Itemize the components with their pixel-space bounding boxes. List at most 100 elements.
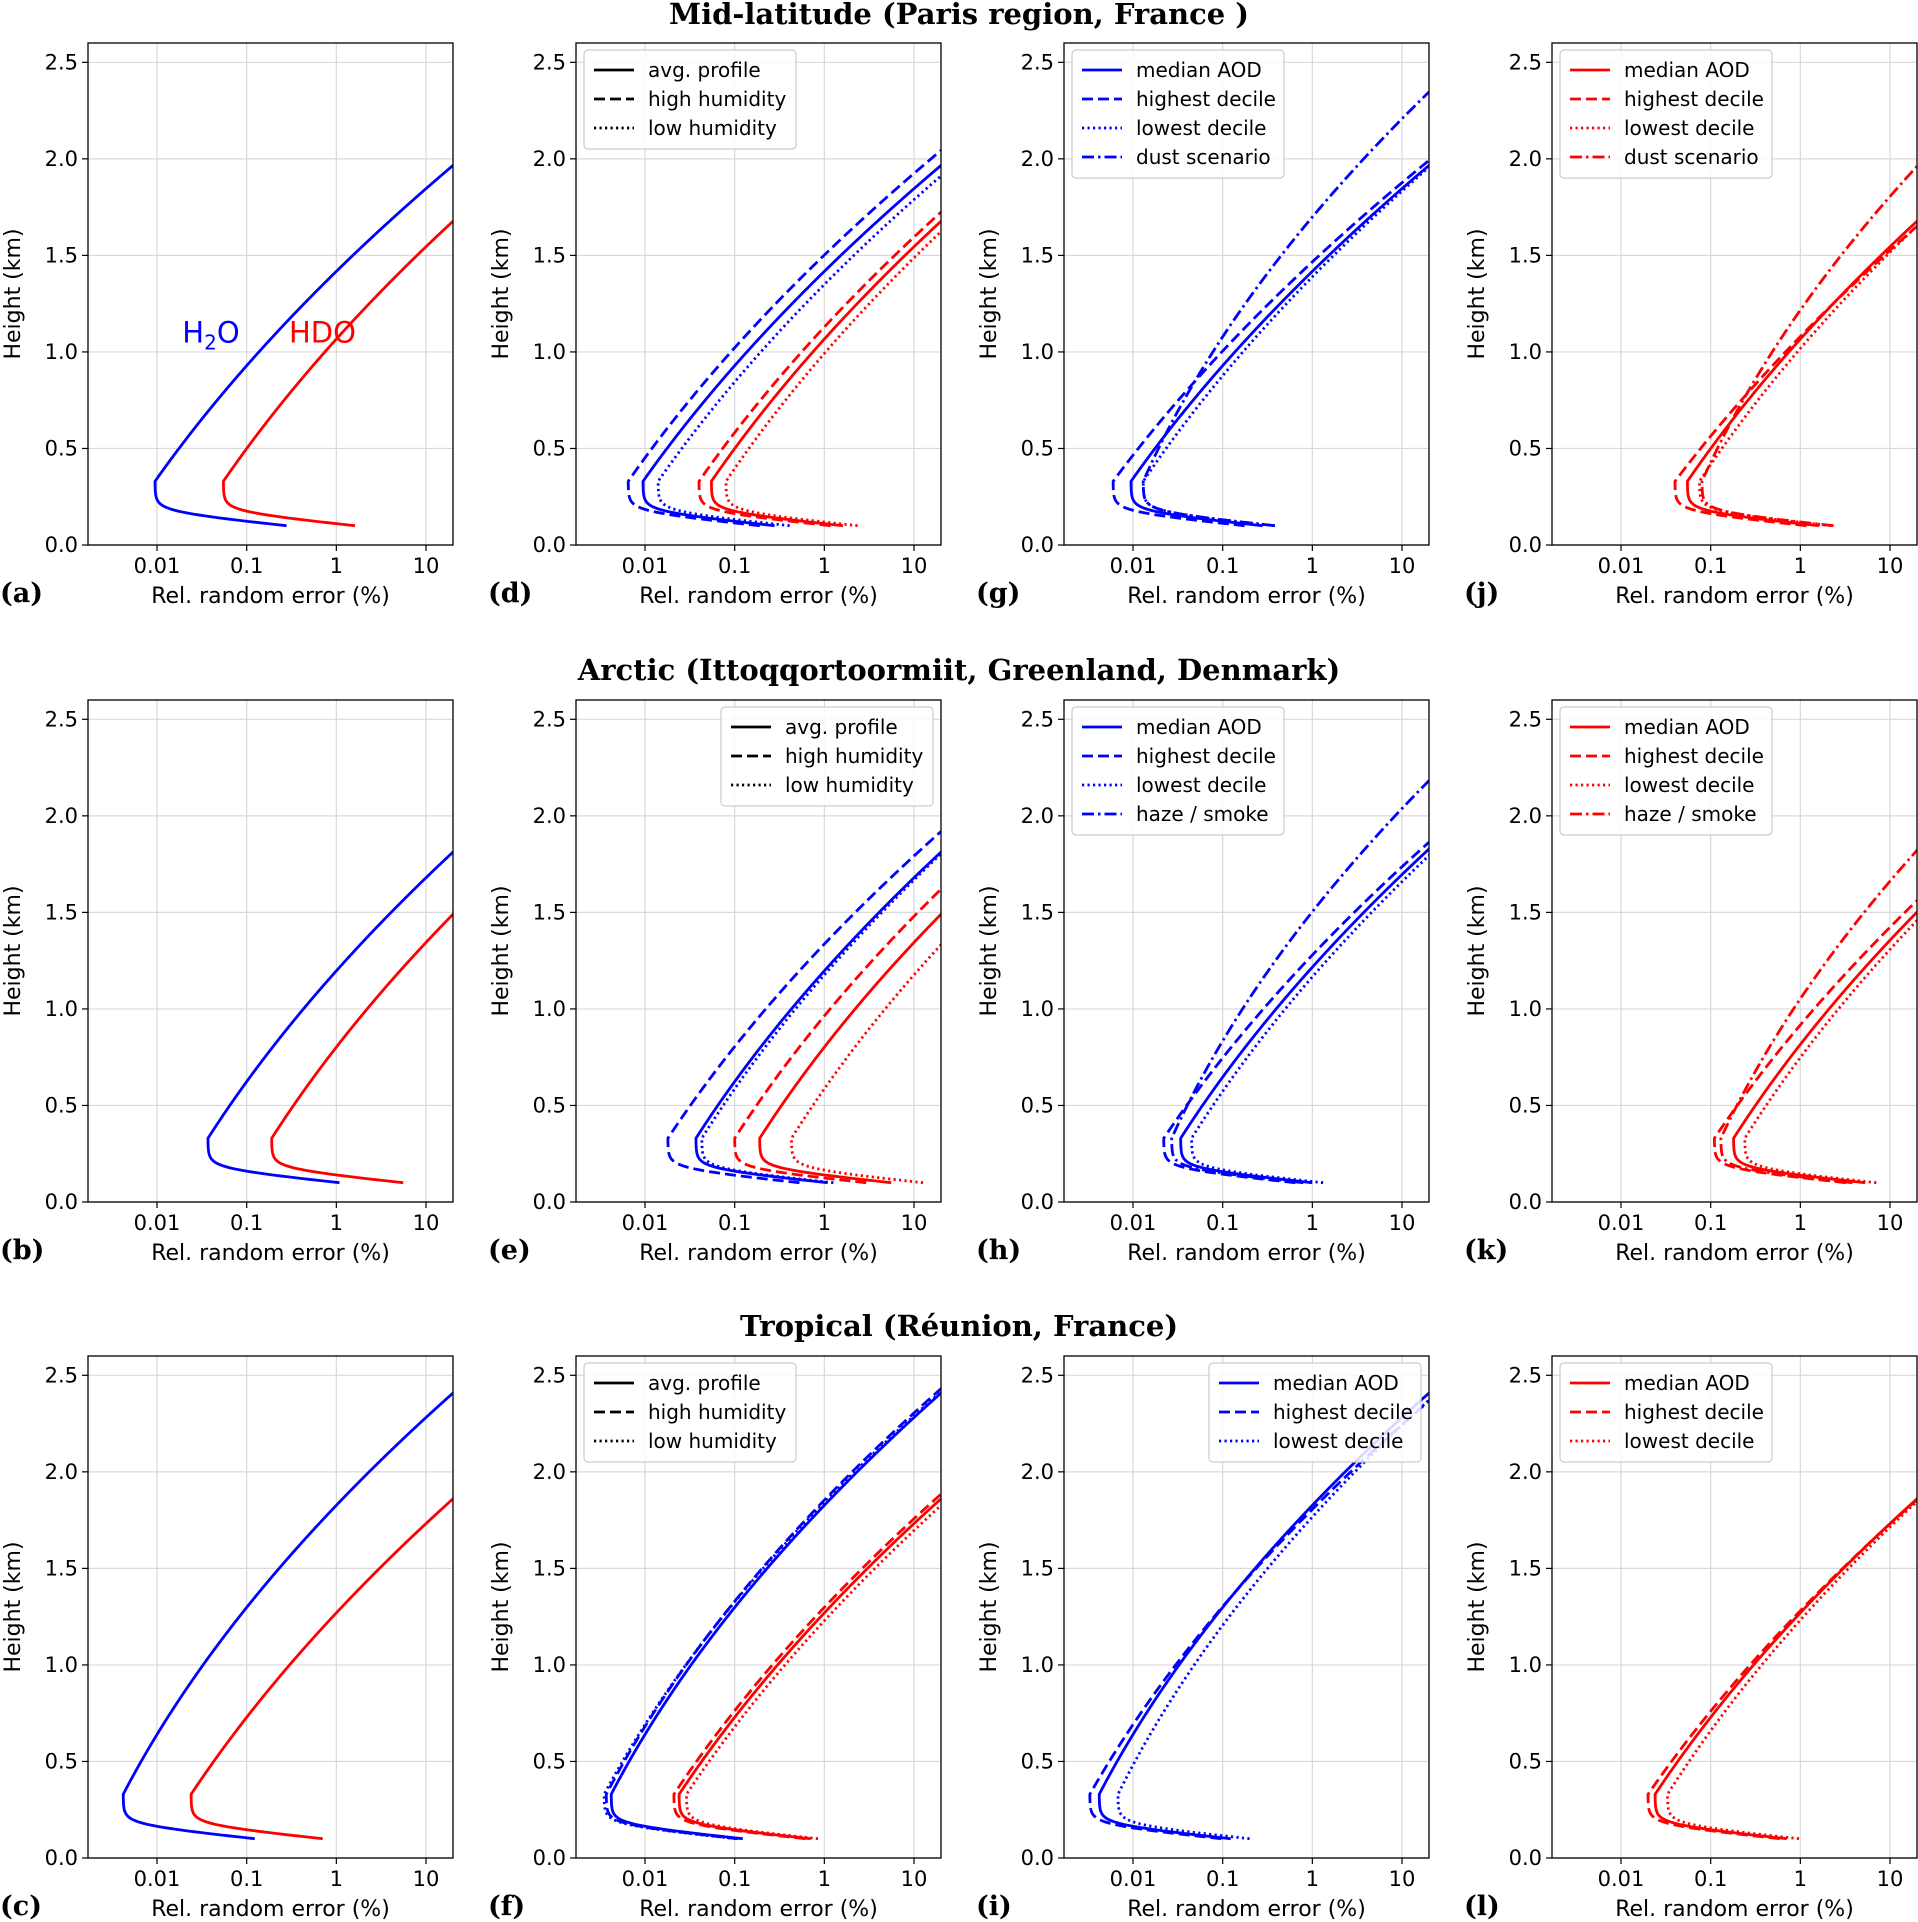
x-tick-label: 0.1 — [718, 554, 751, 578]
y-tick-label: 1.5 — [533, 900, 566, 924]
x-tick-label: 0.01 — [134, 1211, 181, 1235]
legend: avg. profile high humidity low humidity — [583, 1362, 797, 1463]
y-tick-label: 2.0 — [45, 804, 78, 828]
x-axis-label: Rel. random error (%) — [639, 1897, 878, 1922]
annotation: HDO — [289, 315, 356, 349]
y-tick-label: 0.5 — [1509, 1749, 1542, 1773]
x-axis-label: Rel. random error (%) — [1127, 1897, 1366, 1922]
y-tick-label: 1.0 — [1021, 340, 1054, 364]
x-tick-label: 0.1 — [230, 554, 263, 578]
annotation: H2O — [182, 315, 239, 354]
series-line — [733, 887, 941, 1185]
y-tick-label: 2.5 — [45, 50, 78, 74]
y-tick-label: 0.5 — [1021, 1749, 1054, 1773]
y-tick-label: 0.5 — [1021, 1093, 1054, 1117]
y-tick-label: 0.5 — [45, 1749, 78, 1773]
legend-label: lowest decile — [1624, 1429, 1755, 1453]
panel-label: (i) — [976, 1891, 1012, 1922]
x-tick-label: 1 — [330, 554, 343, 578]
panel-k: 0.01 0.1 1 10 0.0 0.5 1.0 1.5 2.0 2.5 Rel. random … — [1464, 699, 1918, 1266]
legend-box — [583, 1362, 797, 1463]
legend-label: high humidity — [648, 87, 786, 111]
y-tick-label: 1.5 — [45, 1556, 78, 1580]
x-tick-label: 10 — [901, 554, 928, 578]
y-tick-label: 0.0 — [533, 1190, 566, 1214]
y-tick-label: 0.5 — [1021, 436, 1054, 460]
panel-h: 0.01 0.1 1 10 0.0 0.5 1.0 1.5 2.0 2.5 Rel. random … — [976, 699, 1430, 1266]
legend-box — [1559, 1362, 1773, 1463]
series-line — [1116, 1398, 1429, 1841]
x-tick-label: 0.01 — [134, 554, 181, 578]
series-line — [1700, 164, 1917, 528]
series-line — [270, 912, 453, 1185]
series-line — [1698, 223, 1917, 528]
row-title: Tropical (Réunion, France) — [740, 1309, 1178, 1343]
panel-g: 0.01 0.1 1 10 0.0 0.5 1.0 1.5 2.0 2.5 Rel. random … — [976, 42, 1430, 609]
x-tick-label: 0.01 — [622, 1867, 669, 1891]
series-line — [1179, 847, 1429, 1185]
series-line — [153, 163, 453, 528]
y-axis-label: Height (km) — [1, 1541, 26, 1672]
panel-e: 0.01 0.1 1 10 0.0 0.5 1.0 1.5 2.0 2.5 Rel. random … — [488, 699, 942, 1266]
x-tick-label: 10 — [413, 1211, 440, 1235]
series-line — [609, 1391, 941, 1841]
panel-label: (a) — [0, 578, 43, 609]
x-tick-label: 10 — [1877, 1867, 1904, 1891]
x-tick-label: 1 — [1794, 1211, 1807, 1235]
legend-box — [720, 706, 934, 807]
y-tick-label: 1.5 — [1021, 1556, 1054, 1580]
x-tick-label: 1 — [1794, 554, 1807, 578]
y-tick-label: 1.5 — [1021, 900, 1054, 924]
series-line — [1713, 898, 1917, 1185]
y-tick-label: 1.0 — [1509, 997, 1542, 1021]
legend-label: avg. profile — [648, 1371, 761, 1395]
y-tick-label: 2.5 — [1509, 50, 1542, 74]
x-axis-label: Rel. random error (%) — [1127, 584, 1366, 609]
x-tick-label: 10 — [1389, 554, 1416, 578]
x-tick-label: 1 — [1306, 554, 1319, 578]
y-tick-label: 1.0 — [1509, 340, 1542, 364]
legend-box — [1559, 706, 1773, 836]
y-tick-label: 2.0 — [1509, 1460, 1542, 1484]
y-tick-label: 2.5 — [533, 1363, 566, 1387]
x-tick-label: 0.01 — [1598, 554, 1645, 578]
x-tick-label: 0.01 — [622, 1211, 669, 1235]
legend-box — [1208, 1362, 1422, 1463]
legend-label: haze / smoke — [1136, 802, 1269, 826]
x-tick-label: 0.01 — [1598, 1867, 1645, 1891]
legend-label: median AOD — [1624, 715, 1750, 739]
series-line — [641, 163, 941, 528]
series-line — [206, 850, 453, 1185]
panel-b: 0.01 0.1 1 10 0.0 0.5 1.0 1.5 2.0 2.5 Rel. random … — [0, 699, 454, 1266]
x-tick-label: 0.1 — [1206, 554, 1239, 578]
x-tick-label: 0.01 — [1598, 1211, 1645, 1235]
y-axis-label: Height (km) — [977, 885, 1002, 1016]
y-tick-label: 0.5 — [1509, 1093, 1542, 1117]
x-axis-label: Rel. random error (%) — [1615, 1241, 1854, 1266]
plot-frame — [87, 699, 454, 1203]
legend: median AOD highest decile lowest decile haz… — [1071, 706, 1285, 836]
legend-label: highest decile — [1624, 1400, 1764, 1424]
plot-frame — [575, 699, 942, 1203]
y-tick-label: 2.0 — [45, 1460, 78, 1484]
x-tick-label: 0.1 — [230, 1211, 263, 1235]
y-tick-label: 0.0 — [1021, 533, 1054, 557]
plot-frame — [575, 1355, 942, 1859]
y-tick-label: 2.0 — [1509, 147, 1542, 171]
y-tick-label: 1.5 — [533, 1556, 566, 1580]
panel-label: (g) — [976, 578, 1020, 609]
y-tick-label: 1.0 — [533, 340, 566, 364]
legend-box — [583, 49, 797, 150]
legend: median AOD highest decile lowest decile — [1208, 1362, 1422, 1463]
y-tick-label: 2.5 — [533, 50, 566, 74]
y-tick-label: 0.5 — [533, 1749, 566, 1773]
x-axis-label: Rel. random error (%) — [639, 1241, 878, 1266]
y-tick-label: 0.0 — [45, 533, 78, 557]
y-axis-label: Height (km) — [1, 885, 26, 1016]
y-tick-label: 1.5 — [1021, 243, 1054, 267]
panel-j: 0.01 0.1 1 10 0.0 0.5 1.0 1.5 2.0 2.5 Rel. random … — [1464, 42, 1918, 609]
y-tick-label: 0.0 — [1509, 533, 1542, 557]
x-tick-label: 1 — [818, 1211, 831, 1235]
series-line — [672, 1492, 941, 1841]
x-axis-label: Rel. random error (%) — [151, 1241, 390, 1266]
